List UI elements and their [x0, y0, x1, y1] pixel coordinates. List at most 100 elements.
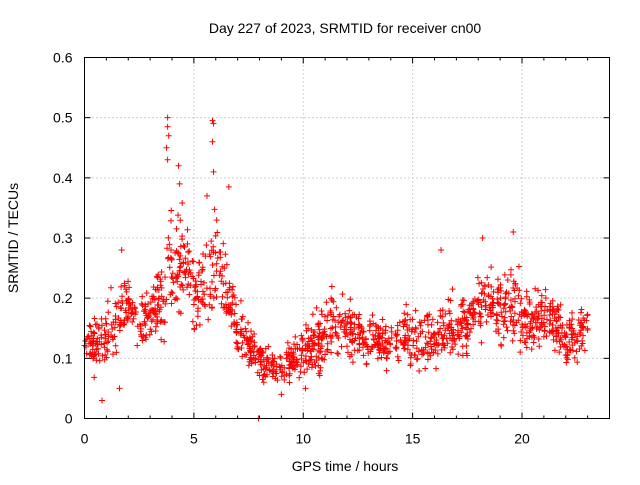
- data-point: [543, 316, 550, 323]
- data-point: [324, 312, 331, 319]
- data-point: [315, 320, 322, 327]
- data-point: [556, 349, 563, 356]
- data-point: [265, 343, 272, 350]
- data-point: [254, 369, 261, 376]
- data-point: [453, 318, 460, 325]
- data-point: [413, 356, 420, 363]
- data-point: [454, 321, 461, 328]
- data-point: [551, 347, 558, 354]
- data-point: [364, 343, 371, 350]
- data-point: [403, 301, 410, 308]
- data-point: [152, 307, 159, 314]
- data-point: [310, 346, 317, 353]
- data-point: [528, 314, 535, 321]
- data-point: [363, 361, 370, 368]
- data-point: [261, 371, 268, 378]
- data-point: [109, 351, 116, 358]
- data-point: [346, 353, 353, 360]
- data-point: [150, 316, 157, 323]
- x-tick-label: 20: [514, 431, 530, 447]
- data-point: [442, 310, 449, 317]
- data-point: [568, 309, 575, 316]
- data-point: [579, 337, 586, 344]
- data-point: [438, 247, 445, 254]
- data-point: [330, 298, 337, 305]
- data-point: [291, 362, 298, 369]
- data-point: [450, 329, 457, 336]
- data-point: [344, 343, 351, 350]
- data-point: [169, 270, 176, 277]
- data-point: [213, 260, 220, 267]
- data-point: [226, 286, 233, 293]
- data-point: [163, 144, 170, 151]
- data-point: [231, 310, 238, 317]
- data-point: [383, 355, 390, 362]
- data-point: [449, 286, 456, 293]
- data-point: [439, 307, 446, 314]
- data-point: [458, 329, 465, 336]
- data-point: [577, 309, 584, 316]
- data-point: [474, 274, 481, 281]
- data-point: [385, 335, 392, 342]
- data-point: [95, 324, 102, 331]
- data-point: [543, 333, 550, 340]
- data-point: [155, 271, 162, 278]
- data-point: [497, 281, 504, 288]
- data-point: [504, 277, 511, 284]
- data-point: [94, 341, 101, 348]
- data-point: [483, 318, 490, 325]
- data-point: [501, 301, 508, 308]
- data-point: [315, 340, 322, 347]
- data-point: [286, 372, 293, 379]
- data-point: [442, 327, 449, 334]
- data-point: [293, 358, 300, 365]
- data-point: [347, 320, 354, 327]
- data-point: [192, 283, 199, 290]
- data-point: [206, 251, 213, 258]
- data-point: [470, 321, 477, 328]
- data-point: [394, 353, 401, 360]
- data-point: [388, 334, 395, 341]
- data-point: [455, 327, 462, 334]
- data-point: [302, 321, 309, 328]
- data-point: [175, 162, 182, 169]
- data-point: [217, 254, 224, 261]
- data-point: [209, 261, 216, 268]
- data-point: [118, 247, 125, 254]
- data-point: [176, 256, 183, 263]
- data-point: [379, 316, 386, 323]
- data-point: [344, 349, 351, 356]
- data-point: [95, 350, 102, 357]
- data-point: [318, 343, 325, 350]
- data-point: [508, 313, 515, 320]
- data-point: [181, 243, 188, 250]
- data-point: [328, 283, 335, 290]
- data-point: [437, 307, 444, 314]
- data-point: [369, 331, 376, 338]
- data-point: [550, 328, 557, 335]
- data-point: [88, 332, 95, 339]
- data-point: [470, 298, 477, 305]
- data-point: [210, 120, 217, 127]
- data-point: [286, 345, 293, 352]
- data-point: [99, 352, 106, 359]
- data-point: [307, 357, 314, 364]
- data-point: [521, 339, 528, 346]
- data-point: [305, 361, 312, 368]
- data-point: [311, 329, 318, 336]
- data-point: [347, 296, 354, 303]
- data-point: [415, 333, 422, 340]
- data-point: [354, 331, 361, 338]
- data-point: [118, 305, 125, 312]
- data-point: [307, 335, 314, 342]
- data-point: [428, 334, 435, 341]
- data-point: [82, 343, 89, 350]
- data-point: [547, 317, 554, 324]
- data-point: [182, 268, 189, 275]
- data-point: [302, 385, 309, 392]
- data-point: [464, 352, 471, 359]
- data-point: [515, 263, 522, 270]
- data-point: [234, 340, 241, 347]
- data-point: [405, 337, 412, 344]
- data-point: [394, 327, 401, 334]
